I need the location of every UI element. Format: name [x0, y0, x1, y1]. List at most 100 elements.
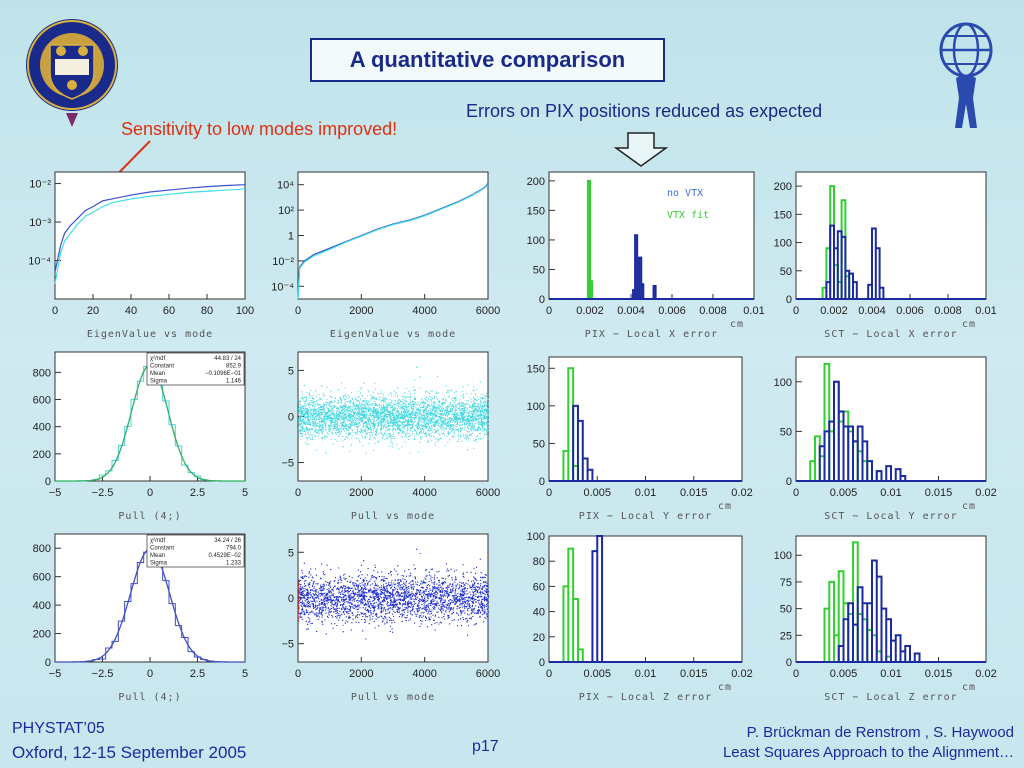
scatter-point	[382, 422, 384, 424]
scatter-point	[307, 410, 309, 412]
scatter-point	[366, 414, 368, 416]
scatter-point	[384, 420, 386, 422]
scatter-point	[480, 393, 482, 395]
scatter-point	[461, 412, 463, 414]
scatter-point	[403, 416, 405, 418]
scatter-point	[376, 415, 378, 417]
scatter-point	[403, 430, 405, 432]
scatter-point	[329, 395, 331, 397]
scatter-point	[487, 427, 489, 429]
scatter-point	[429, 409, 431, 411]
scatter-point	[409, 399, 411, 401]
scatter-point	[329, 419, 331, 421]
scatter-point	[338, 408, 340, 410]
scatter-point	[330, 411, 332, 413]
scatter-point	[456, 429, 458, 431]
scatter-point	[346, 409, 348, 411]
scatter-point	[477, 421, 479, 423]
scatter-point	[407, 411, 409, 413]
scatter-point	[356, 422, 358, 424]
scatter-point	[446, 436, 448, 438]
scatter-point	[363, 416, 365, 418]
scatter-point	[410, 396, 412, 398]
scatter-point	[467, 384, 469, 386]
scatter-point	[395, 421, 397, 423]
scatter-point	[352, 417, 354, 419]
scatter-point	[350, 420, 352, 422]
scatter-point	[324, 411, 326, 413]
scatter-point	[442, 428, 444, 430]
scatter-point	[463, 410, 465, 412]
scatter-point	[422, 418, 424, 420]
scatter-point	[426, 404, 428, 406]
scatter-point	[480, 438, 482, 440]
scatter-point	[367, 423, 369, 425]
scatter-point	[487, 411, 489, 413]
scatter-point	[303, 385, 305, 387]
scatter-point	[464, 404, 466, 406]
scatter-point	[468, 413, 470, 415]
scatter-point	[355, 423, 357, 425]
scatter-point	[472, 413, 474, 415]
scatter-point	[328, 418, 330, 420]
scatter-point	[377, 411, 379, 413]
scatter-point	[416, 433, 418, 435]
scatter-point	[367, 421, 369, 423]
scatter-point	[316, 423, 318, 425]
scatter-point	[471, 405, 473, 407]
scatter-point	[308, 417, 310, 419]
scatter-point	[431, 408, 433, 410]
scatter-point	[468, 428, 470, 430]
scatter-point	[411, 413, 413, 415]
stats-label: χ²/ndf	[150, 356, 165, 362]
scatter-point	[405, 411, 407, 413]
scatter-point	[401, 412, 403, 414]
scatter-point	[374, 425, 376, 427]
scatter-point	[346, 401, 348, 403]
scatter-point	[301, 425, 303, 427]
scatter-point	[432, 405, 434, 407]
scatter-point	[307, 432, 309, 434]
scatter-point	[370, 399, 372, 401]
scatter-point	[328, 416, 330, 418]
scatter-point	[442, 404, 444, 406]
scatter-point	[411, 408, 413, 410]
scatter-point	[416, 424, 418, 426]
scatter-point	[299, 432, 301, 434]
scatter-point	[338, 411, 340, 413]
scatter-point	[446, 407, 448, 409]
scatter-point	[347, 435, 349, 437]
scatter-point	[410, 404, 412, 406]
scatter-point	[437, 429, 439, 431]
scatter-point	[303, 430, 305, 432]
scatter-point	[319, 416, 321, 418]
scatter-point	[473, 426, 475, 428]
scatter-point	[360, 414, 362, 416]
scatter-point	[388, 414, 390, 416]
scatter-point	[361, 421, 363, 423]
scatter-point	[375, 397, 377, 399]
scatter-point	[441, 403, 443, 405]
scatter-point	[413, 430, 415, 432]
scatter-point	[422, 402, 424, 404]
scatter-point	[456, 415, 458, 417]
scatter-point	[331, 425, 333, 427]
scatter-point	[401, 416, 403, 418]
x-tick-label: 0.002	[576, 305, 604, 317]
scatter-point	[304, 420, 306, 422]
scatter-point	[453, 400, 455, 402]
scatter-point	[370, 410, 372, 412]
scatter-point	[467, 420, 469, 422]
scatter-point	[440, 406, 442, 408]
scatter-point	[347, 408, 349, 410]
histogram-series-0	[586, 179, 594, 299]
scatter-point	[373, 410, 375, 412]
scatter-point	[309, 434, 311, 436]
scatter-point	[475, 417, 477, 419]
scatter-point	[332, 410, 334, 412]
scatter-point	[388, 412, 390, 414]
scatter-point	[301, 406, 303, 408]
scatter-point	[370, 425, 372, 427]
scatter-point	[477, 404, 479, 406]
stats-value: 1.146	[226, 379, 242, 385]
